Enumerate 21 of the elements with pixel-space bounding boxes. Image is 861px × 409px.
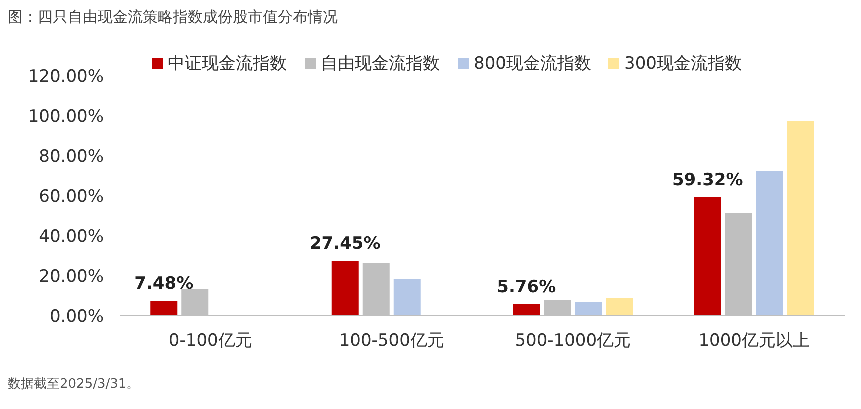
x-tick-label: 100-500亿元: [339, 331, 444, 351]
x-tick-label: 0-100亿元: [168, 331, 252, 351]
data-label: 7.48%: [134, 274, 194, 294]
legend-label: 800现金流指数: [474, 54, 592, 74]
data-label: 27.45%: [310, 234, 381, 254]
y-tick-label: 120.00%: [28, 67, 104, 87]
x-tick-label: 500-1000亿元: [515, 331, 632, 351]
y-tick-label: 20.00%: [39, 267, 104, 287]
x-tick-label: 1000亿元以上: [698, 331, 810, 351]
y-tick-label: 0.00%: [50, 307, 104, 327]
legend-label: 300现金流指数: [624, 54, 742, 74]
data-label: 5.76%: [497, 277, 556, 298]
y-tick-label: 60.00%: [39, 187, 104, 207]
legend-label: 自由现金流指数: [321, 54, 440, 74]
chart-title: 图：四只自由现金流策略指数成份股市值分布情况: [8, 8, 338, 26]
text: 数据截至2025/3/31。: [8, 377, 140, 392]
data-label: 59.32%: [672, 170, 744, 190]
y-tick-label: 100.00%: [28, 107, 104, 127]
y-tick-label: 40.00%: [39, 227, 104, 247]
y-tick-label: 80.00%: [39, 147, 104, 167]
legend-label: 中证现金流指数: [168, 54, 287, 74]
